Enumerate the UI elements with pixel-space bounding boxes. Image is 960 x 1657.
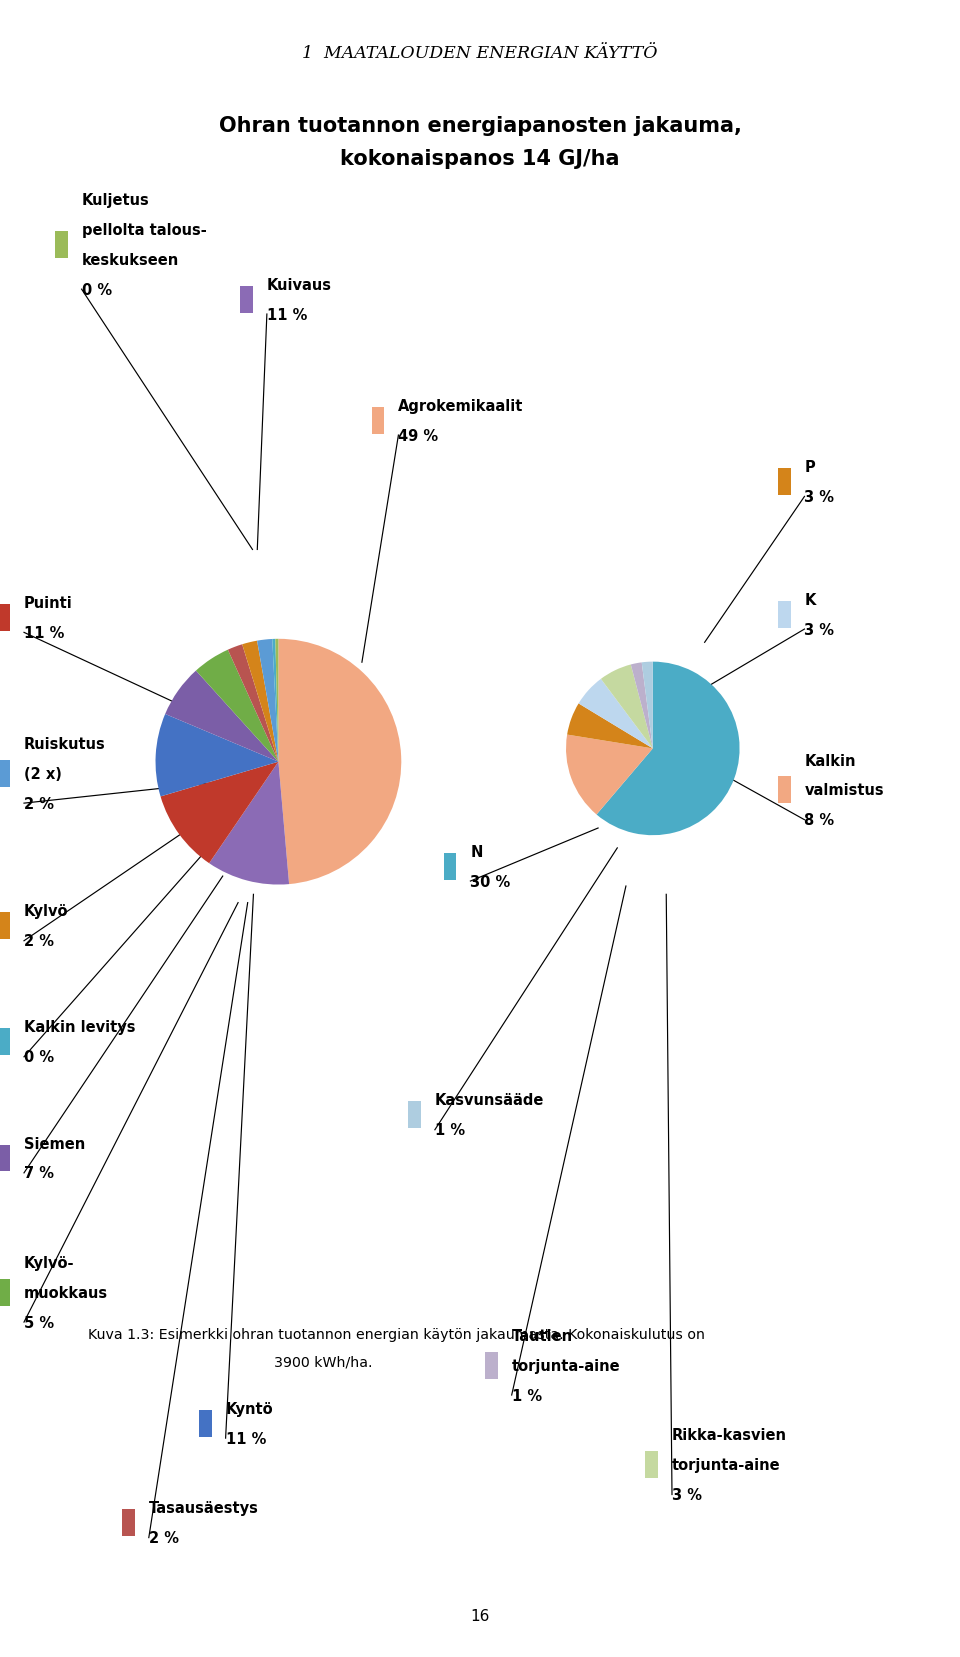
Text: Kylvö-: Kylvö- [24, 1254, 75, 1271]
FancyBboxPatch shape [0, 1029, 10, 1056]
Wedge shape [601, 664, 653, 749]
Text: Kyntö: Kyntö [226, 1400, 274, 1417]
Text: 11 %: 11 % [267, 307, 307, 323]
FancyBboxPatch shape [240, 287, 253, 313]
Text: kokonaispanos 14 GJ/ha: kokonaispanos 14 GJ/ha [340, 149, 620, 169]
Wedge shape [566, 736, 653, 815]
Wedge shape [567, 704, 653, 749]
Wedge shape [257, 640, 278, 762]
Text: Puinti: Puinti [24, 595, 73, 611]
FancyBboxPatch shape [485, 1352, 497, 1379]
FancyBboxPatch shape [444, 853, 457, 880]
Text: 2 %: 2 % [24, 933, 54, 949]
Text: Kuivaus: Kuivaus [267, 277, 332, 293]
Wedge shape [278, 640, 401, 885]
FancyBboxPatch shape [0, 761, 10, 787]
Text: 3 %: 3 % [804, 621, 834, 638]
Text: 1  MAATALOUDEN ENERGIAN KÄYTTÖ: 1 MAATALOUDEN ENERGIAN KÄYTTÖ [302, 45, 658, 61]
Text: 3900 kWh/ha.: 3900 kWh/ha. [274, 1355, 372, 1369]
Text: 0 %: 0 % [82, 282, 111, 298]
FancyBboxPatch shape [0, 913, 10, 940]
Text: 1 %: 1 % [512, 1387, 541, 1403]
Text: 1 %: 1 % [435, 1122, 465, 1138]
FancyBboxPatch shape [372, 408, 384, 434]
Wedge shape [631, 663, 653, 749]
Text: Kalkin: Kalkin [804, 752, 856, 769]
Text: 5 %: 5 % [24, 1314, 54, 1331]
FancyBboxPatch shape [778, 777, 790, 804]
FancyBboxPatch shape [778, 469, 790, 495]
Wedge shape [160, 762, 278, 863]
Wedge shape [596, 663, 739, 835]
FancyBboxPatch shape [0, 605, 10, 631]
Text: Kuljetus: Kuljetus [82, 192, 150, 209]
Text: 2 %: 2 % [24, 795, 54, 812]
Text: 2 %: 2 % [149, 1529, 179, 1546]
FancyBboxPatch shape [0, 1279, 10, 1306]
Text: 8 %: 8 % [804, 812, 834, 828]
Text: 11 %: 11 % [24, 625, 64, 641]
Text: Kalkin levitys: Kalkin levitys [24, 1019, 135, 1036]
Wedge shape [228, 645, 278, 762]
Wedge shape [242, 641, 278, 762]
FancyBboxPatch shape [0, 1145, 10, 1171]
FancyBboxPatch shape [408, 1102, 420, 1128]
FancyBboxPatch shape [122, 1510, 134, 1536]
Wedge shape [579, 679, 653, 749]
Text: N: N [470, 843, 483, 860]
Wedge shape [165, 671, 278, 762]
Text: muokkaus: muokkaus [24, 1284, 108, 1301]
Text: Tautien: Tautien [512, 1327, 573, 1344]
Text: 16: 16 [470, 1607, 490, 1624]
Wedge shape [156, 714, 278, 797]
FancyBboxPatch shape [55, 232, 67, 258]
Text: 7 %: 7 % [24, 1165, 54, 1181]
Text: 30 %: 30 % [470, 873, 511, 890]
Text: 49 %: 49 % [398, 428, 439, 444]
Text: Siemen: Siemen [24, 1135, 85, 1152]
Text: 11 %: 11 % [226, 1430, 266, 1447]
Text: 0 %: 0 % [24, 1049, 54, 1065]
FancyBboxPatch shape [645, 1452, 658, 1478]
Text: Kylvö: Kylvö [24, 903, 68, 920]
Text: valmistus: valmistus [804, 782, 884, 799]
Text: torjunta-aine: torjunta-aine [672, 1457, 780, 1473]
Text: K: K [804, 592, 816, 608]
Wedge shape [641, 663, 653, 749]
Text: Kuva 1.3: Esimerkki ohran tuotannon energian käytön jakaumasta. Kokonaiskulutus : Kuva 1.3: Esimerkki ohran tuotannon ener… [88, 1327, 706, 1341]
Text: Rikka-kasvien: Rikka-kasvien [672, 1427, 787, 1443]
Wedge shape [196, 650, 278, 762]
Text: (2 x): (2 x) [24, 766, 61, 782]
Wedge shape [273, 640, 278, 762]
Text: torjunta-aine: torjunta-aine [512, 1357, 620, 1374]
Text: Ruiskutus: Ruiskutus [24, 736, 106, 752]
Text: P: P [804, 459, 815, 476]
Text: Tasausäestys: Tasausäestys [149, 1500, 258, 1516]
Wedge shape [276, 640, 278, 762]
Text: pellolta talous-: pellolta talous- [82, 222, 206, 239]
Text: 3 %: 3 % [672, 1486, 702, 1503]
Wedge shape [209, 762, 289, 885]
FancyBboxPatch shape [199, 1410, 211, 1437]
Text: Ohran tuotannon energiapanosten jakauma,: Ohran tuotannon energiapanosten jakauma, [219, 116, 741, 136]
Text: keskukseen: keskukseen [82, 252, 179, 268]
Text: Kasvunsääde: Kasvunsääde [435, 1092, 544, 1109]
Text: Agrokemikaalit: Agrokemikaalit [398, 398, 524, 414]
Text: 3 %: 3 % [804, 489, 834, 505]
FancyBboxPatch shape [778, 601, 790, 628]
